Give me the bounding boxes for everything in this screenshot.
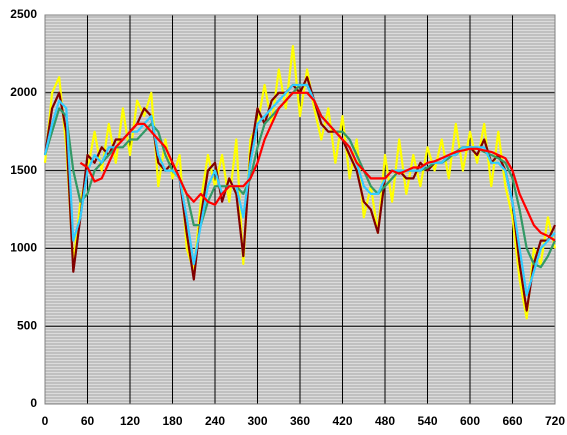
y-tick-label: 1000 <box>10 241 37 255</box>
x-tick-label: 600 <box>460 414 480 428</box>
x-tick-label: 120 <box>120 414 140 428</box>
x-tick-label: 360 <box>290 414 310 428</box>
plot-border <box>44 14 556 405</box>
y-tick-label: 2000 <box>10 85 37 99</box>
y-tick-label: 0 <box>30 396 37 410</box>
x-tick-label: 660 <box>502 414 522 428</box>
x-tick-label: 300 <box>247 414 267 428</box>
x-tick-label: 0 <box>42 414 49 428</box>
y-tick-label: 1500 <box>10 163 37 177</box>
series-line <box>43 45 557 320</box>
x-tick-label: 480 <box>375 414 395 428</box>
y-tick-label: 2500 <box>10 7 37 21</box>
x-tick-label: 240 <box>205 414 225 428</box>
y-tick-label: 500 <box>17 318 37 332</box>
series-line <box>79 91 556 242</box>
x-tick-label: 540 <box>417 414 437 428</box>
x-tick-label: 180 <box>162 414 182 428</box>
x-tick-label: 420 <box>332 414 352 428</box>
x-tick-label: 60 <box>81 414 95 428</box>
x-tick-label: 720 <box>545 414 565 428</box>
